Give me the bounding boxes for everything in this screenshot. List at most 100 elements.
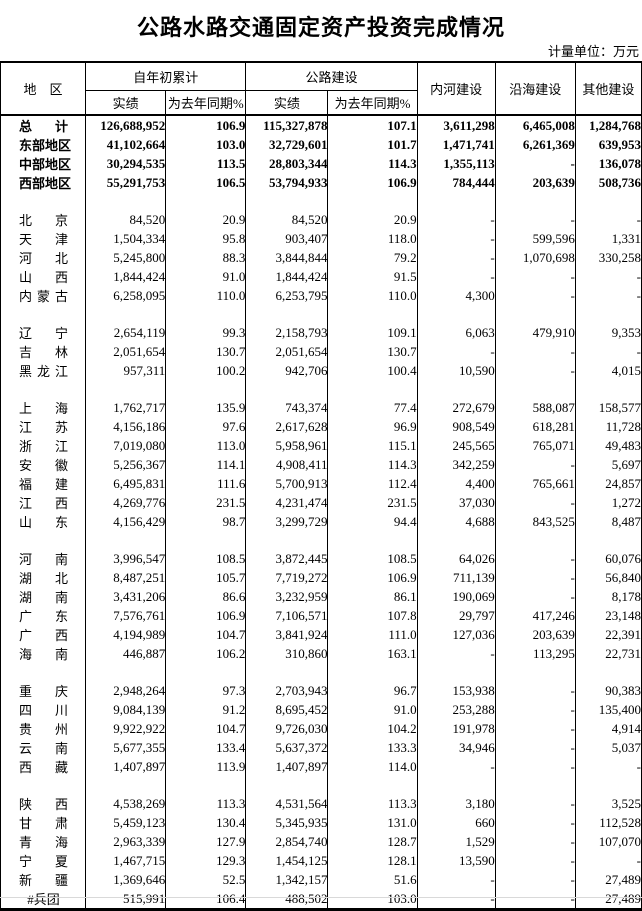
cell-other: -: [574, 267, 642, 286]
cell-coastal: -: [494, 286, 576, 305]
cell-inland: -: [416, 644, 496, 663]
cell-inland: 1,529: [416, 832, 496, 851]
cell-cumulative-yoy: 106.5: [165, 173, 247, 192]
spacer-cell: [416, 531, 496, 549]
cell-region: 江西: [0, 493, 87, 512]
cell-other: 22,391: [574, 625, 642, 644]
table-row: 河北 5,245,800 88.3 3,844,844 79.2-1,070,698 33…: [0, 248, 642, 267]
cell-cumulative-yoy: 99.3: [165, 323, 247, 342]
cell-other: 8,178: [574, 587, 642, 606]
cell-inland: 127,036: [416, 625, 496, 644]
region-name: 西藏: [19, 760, 68, 775]
cell-cumulative-actual: 30,294,535: [85, 154, 167, 173]
cell-highway-actual: 2,158,793: [245, 323, 329, 342]
region-name: 中部地区: [19, 157, 72, 172]
cell-highway-yoy: 231.5: [327, 493, 418, 512]
spacer-cell: [0, 305, 87, 323]
spacer-cell: [0, 776, 87, 794]
region-name: 广东: [19, 609, 68, 624]
region-name: 陕西: [19, 797, 68, 812]
cell-coastal: 765,071: [494, 436, 576, 455]
cell-coastal: -: [494, 342, 576, 361]
cell-cumulative-yoy: 111.6: [165, 474, 247, 493]
cell-cumulative-yoy: 91.0: [165, 267, 247, 286]
cell-cumulative-yoy: 113.9: [165, 757, 247, 776]
cell-cumulative-actual: 5,245,800: [85, 248, 167, 267]
table-row: 北京 84,520 20.9 84,520 20.9- - -: [0, 210, 642, 229]
cell-cumulative-yoy: 108.5: [165, 549, 247, 568]
header-row-2: 实绩 为去年同期% 实绩 为去年同期%: [1, 90, 642, 116]
cell-cumulative-yoy: 113.5: [165, 154, 247, 173]
cell-other: -: [574, 851, 642, 870]
table-row: 山东 4,156,429 98.7 3,299,729 94.4 4,688 843,525…: [0, 512, 642, 531]
spacer-cell: [245, 380, 329, 398]
table-row: 广西 4,194,989 104.7 3,841,924 111.0 127,036 203…: [0, 625, 642, 644]
region-name: 江苏: [19, 420, 68, 435]
header-region: 地 区: [0, 61, 87, 116]
cell-highway-actual: 5,700,913: [245, 474, 329, 493]
cell-region: 安徽: [0, 455, 87, 474]
cell-cumulative-yoy: 114.1: [165, 455, 247, 474]
region-name: 重庆: [19, 684, 68, 699]
cell-cumulative-yoy: 130.7: [165, 342, 247, 361]
cell-highway-actual: 5,637,372: [245, 738, 329, 757]
cell-inland: -: [416, 248, 496, 267]
region-name: 浙江: [19, 439, 68, 454]
cell-highway-yoy: 115.1: [327, 436, 418, 455]
cell-region: 四川: [0, 700, 87, 719]
region-name: 黑龙江: [19, 364, 68, 379]
cell-cumulative-yoy: 98.7: [165, 512, 247, 531]
cell-highway-yoy: 91.0: [327, 700, 418, 719]
cell-region: 山西: [0, 267, 87, 286]
cell-other: 330,258: [574, 248, 642, 267]
cell-highway-yoy: 79.2: [327, 248, 418, 267]
header-cumulative: 自年初累计: [85, 61, 247, 91]
cell-coastal: -: [494, 549, 576, 568]
cell-coastal: -: [494, 681, 576, 700]
spacer-cell: [165, 192, 247, 210]
cell-region: 西藏: [0, 757, 87, 776]
spacer-cell: [574, 380, 642, 398]
cell-other: 1,272: [574, 493, 642, 512]
table-row: 安徽 5,256,367 114.1 4,908,411 114.3 342,259-5,…: [0, 455, 642, 474]
page-title: 公路水路交通固定资产投资完成情况: [136, 15, 505, 40]
cell-coastal: -: [494, 568, 576, 587]
spacer-cell: [165, 531, 247, 549]
cell-region: 天津: [0, 229, 87, 248]
cell-highway-actual: 488,502: [245, 889, 329, 910]
cell-other: 5,037: [574, 738, 642, 757]
cell-coastal: -: [494, 455, 576, 474]
cell-coastal: -: [494, 851, 576, 870]
cell-inland: 4,400: [416, 474, 496, 493]
cell-cumulative-yoy: 86.6: [165, 587, 247, 606]
cell-highway-yoy: 106.9: [327, 173, 418, 192]
cell-coastal: 6,261,369: [494, 135, 576, 154]
cell-highway-yoy: 104.2: [327, 719, 418, 738]
cell-inland: 190,069: [416, 587, 496, 606]
cell-region: 北京: [0, 210, 87, 229]
cell-cumulative-yoy: 106.2: [165, 644, 247, 663]
spacer-cell: [416, 192, 496, 210]
cell-region: 湖南: [0, 587, 87, 606]
cell-region: 福建: [0, 474, 87, 493]
cell-highway-actual: 310,860: [245, 644, 329, 663]
cell-coastal: -: [494, 587, 576, 606]
cell-region: 广东: [0, 606, 87, 625]
cell-highway-actual: 84,520: [245, 210, 329, 229]
spacer-cell: [245, 305, 329, 323]
cell-highway-actual: 2,703,943: [245, 681, 329, 700]
spacer-cell: [494, 776, 576, 794]
spacer-row: [0, 380, 642, 398]
cell-cumulative-actual: 7,576,761: [85, 606, 167, 625]
table-row: 重庆 2,948,264 97.3 2,703,943 96.7 153,938-90,3…: [0, 681, 642, 700]
cell-cumulative-yoy: 103.0: [165, 135, 247, 154]
cell-inland: 245,565: [416, 436, 496, 455]
cell-inland: 37,030: [416, 493, 496, 512]
spacer-cell: [574, 776, 642, 794]
cell-other: -: [574, 342, 642, 361]
cell-cumulative-actual: 5,677,355: [85, 738, 167, 757]
cell-coastal: 417,246: [494, 606, 576, 625]
header-yoy-cumulative: 为去年同期%: [165, 90, 247, 116]
cell-other: 112,528: [574, 813, 642, 832]
cell-highway-actual: 28,803,344: [245, 154, 329, 173]
